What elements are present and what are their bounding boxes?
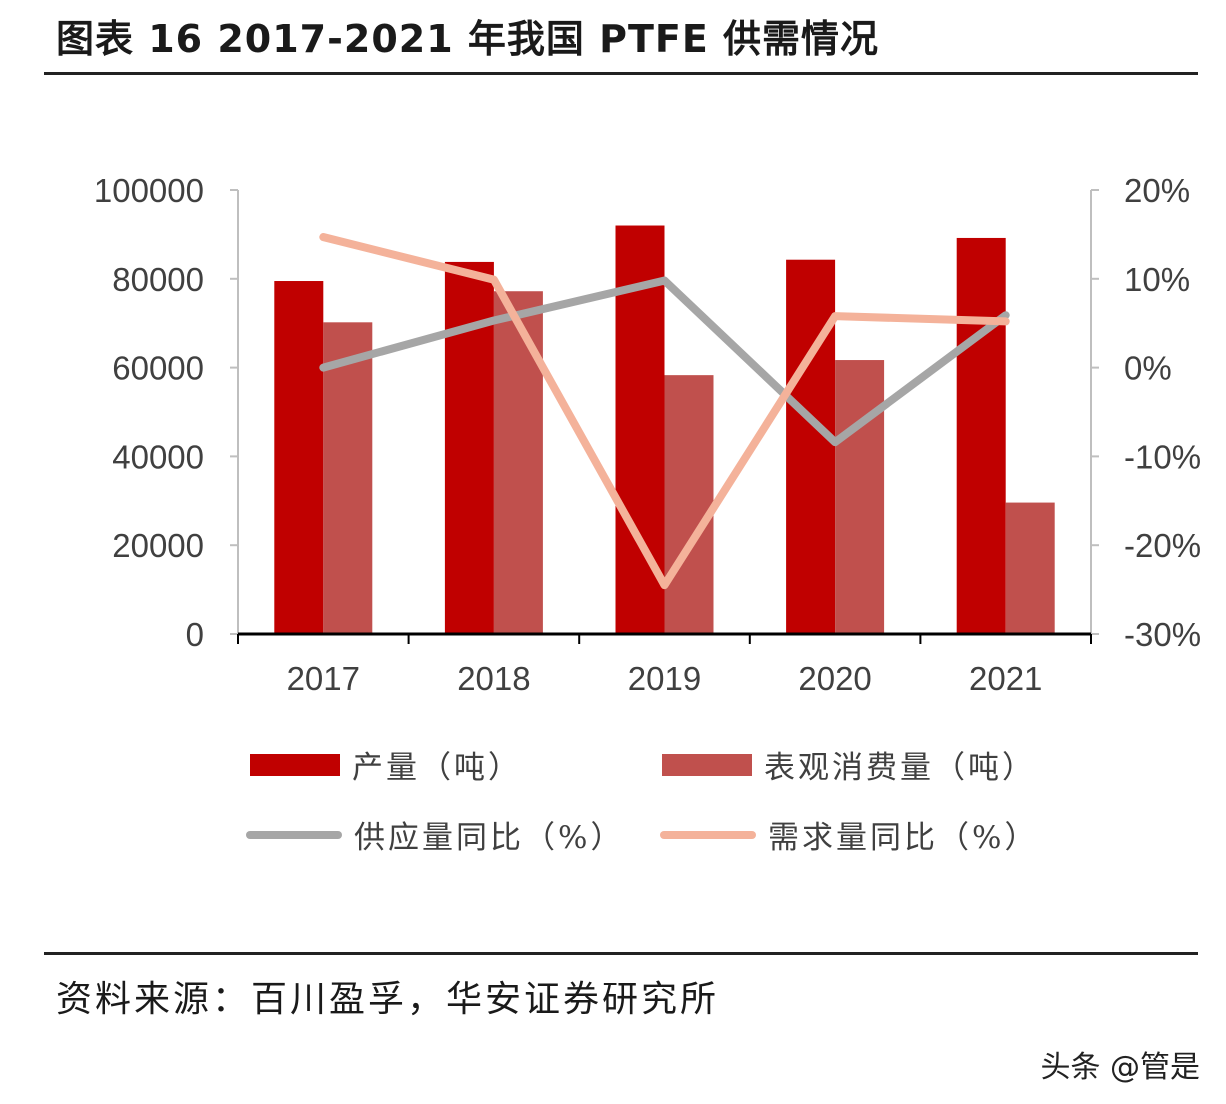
source-note: 资料来源：百川盈孚，华安证券研究所	[56, 979, 720, 1020]
y-right-tick-label: 0%	[1124, 350, 1172, 387]
title-rule	[44, 72, 1198, 75]
x-tick-label: 2021	[969, 660, 1042, 697]
y-left-tick-label: 0	[186, 616, 204, 653]
y-left-tick-label: 40000	[112, 438, 204, 475]
y-left-tick-label: 20000	[112, 527, 204, 564]
bar-production	[274, 281, 324, 634]
source-rule	[44, 952, 1198, 955]
watermark: 头条 @管是	[1040, 1050, 1200, 1085]
y-left-tick-label: 80000	[112, 261, 204, 298]
bar-consumption	[1005, 502, 1055, 634]
x-tick-label: 2018	[457, 660, 530, 697]
y-right-tick-label: 10%	[1124, 261, 1190, 298]
y-left-tick-label: 60000	[112, 350, 204, 387]
x-tick-label: 2019	[628, 660, 701, 697]
y-right-tick-label: 20%	[1124, 172, 1190, 209]
bar-production	[956, 237, 1006, 634]
y-right-tick-label: -10%	[1124, 438, 1201, 475]
line-supply-yoy	[319, 276, 1010, 447]
line-demand-yoy	[319, 233, 1010, 590]
chart: 100000 80000 60000 40000 20000 0 20% 10% 0% -10% -…	[94, 172, 1201, 697]
figure-title: 图表 16 2017-2021 年我国 PTFE 供需情况	[56, 17, 880, 61]
y-right-tick-label: -30%	[1124, 616, 1201, 653]
y-right-tick-label: -20%	[1124, 527, 1201, 564]
bar-consumption	[664, 375, 714, 634]
x-tick-label: 2020	[798, 660, 871, 697]
bar-consumption	[493, 291, 543, 634]
bar-production	[444, 261, 494, 634]
bar-consumption	[835, 360, 885, 634]
y-left-tick-label: 100000	[94, 172, 204, 209]
x-tick-label: 2017	[287, 660, 360, 697]
bar-production	[786, 259, 836, 634]
bar-consumption	[323, 322, 373, 634]
